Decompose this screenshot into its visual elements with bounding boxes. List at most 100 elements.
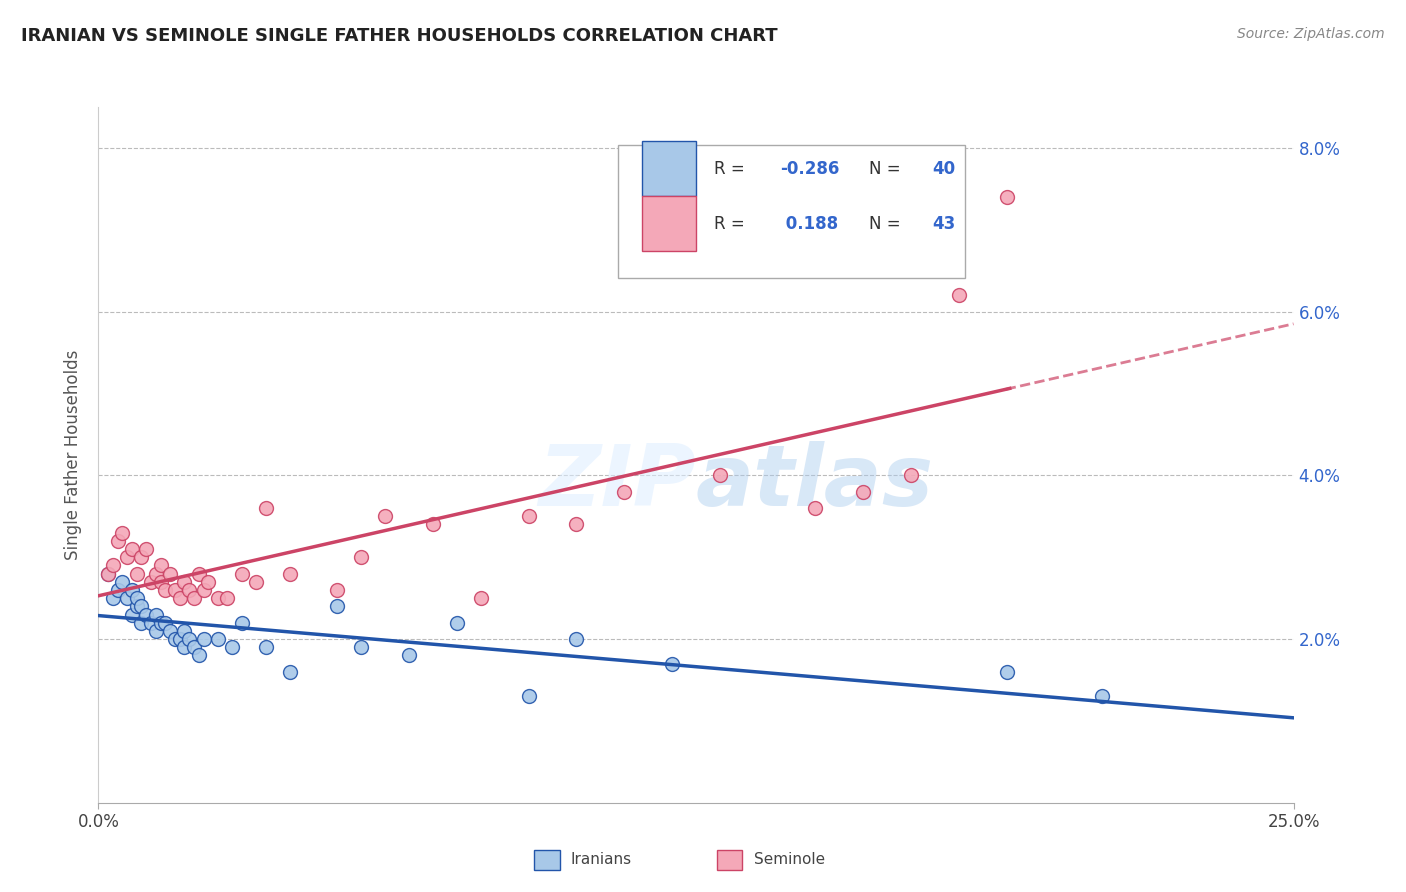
Text: 0.188: 0.188: [780, 215, 838, 233]
FancyBboxPatch shape: [643, 196, 696, 252]
Text: 43: 43: [932, 215, 956, 233]
Point: [121, 582, 143, 597]
Point: [231, 566, 253, 581]
Point: [179, 632, 201, 646]
Point: [207, 632, 229, 646]
Point: [197, 574, 219, 589]
Point: [135, 607, 157, 622]
Text: R =: R =: [714, 215, 749, 233]
Point: [183, 591, 205, 606]
Point: [900, 468, 922, 483]
Text: N =: N =: [869, 215, 905, 233]
Point: [149, 615, 172, 630]
Point: [169, 632, 191, 646]
Point: [145, 566, 167, 581]
FancyBboxPatch shape: [643, 141, 696, 196]
Point: [107, 582, 129, 597]
Point: [131, 550, 153, 565]
Point: [121, 542, 143, 557]
Point: [111, 525, 134, 540]
Point: [613, 484, 636, 499]
Point: [207, 591, 229, 606]
Text: atlas: atlas: [696, 442, 934, 524]
Point: [159, 566, 181, 581]
Point: [121, 607, 143, 622]
Point: [145, 607, 167, 622]
Point: [139, 574, 162, 589]
Point: [115, 591, 138, 606]
Point: [995, 665, 1018, 679]
Point: [193, 632, 215, 646]
Point: [254, 640, 277, 655]
Point: [173, 640, 195, 655]
Point: [149, 574, 172, 589]
Point: [350, 640, 373, 655]
Point: [97, 566, 120, 581]
Point: [125, 566, 148, 581]
Point: [125, 599, 148, 614]
Point: [155, 615, 177, 630]
Point: [217, 591, 239, 606]
Text: Seminole: Seminole: [754, 853, 825, 867]
Point: [173, 574, 195, 589]
Point: [221, 640, 243, 655]
Point: [131, 615, 153, 630]
Point: [245, 574, 267, 589]
FancyBboxPatch shape: [619, 145, 965, 277]
Point: [278, 566, 301, 581]
Point: [187, 566, 209, 581]
Point: [948, 288, 970, 302]
Text: Source: ZipAtlas.com: Source: ZipAtlas.com: [1237, 27, 1385, 41]
Point: [125, 591, 148, 606]
Point: [254, 501, 277, 516]
Text: R =: R =: [714, 160, 749, 178]
Point: [326, 599, 349, 614]
Point: [422, 517, 444, 532]
Point: [709, 468, 731, 483]
Point: [97, 566, 120, 581]
Point: [135, 542, 157, 557]
Text: -0.286: -0.286: [780, 160, 839, 178]
Point: [187, 648, 209, 663]
Point: [111, 574, 134, 589]
Point: [995, 190, 1018, 204]
Point: [155, 582, 177, 597]
Text: ZIP: ZIP: [538, 442, 696, 524]
Point: [193, 582, 215, 597]
Point: [804, 501, 827, 516]
Point: [350, 550, 373, 565]
Point: [149, 558, 172, 573]
Point: [470, 591, 492, 606]
Point: [101, 591, 124, 606]
Point: [159, 624, 181, 638]
Point: [565, 632, 588, 646]
Point: [1091, 690, 1114, 704]
Point: [115, 550, 138, 565]
Point: [374, 509, 396, 524]
Text: N =: N =: [869, 160, 905, 178]
Y-axis label: Single Father Households: Single Father Households: [65, 350, 83, 560]
Point: [183, 640, 205, 655]
Point: [517, 509, 540, 524]
Point: [107, 533, 129, 548]
Point: [101, 558, 124, 573]
Point: [446, 615, 468, 630]
Point: [169, 591, 191, 606]
Point: [398, 648, 420, 663]
Point: [163, 632, 186, 646]
Point: [145, 624, 167, 638]
Point: [517, 690, 540, 704]
Point: [278, 665, 301, 679]
Point: [163, 582, 186, 597]
Point: [326, 582, 349, 597]
Point: [131, 599, 153, 614]
Point: [565, 517, 588, 532]
Text: IRANIAN VS SEMINOLE SINGLE FATHER HOUSEHOLDS CORRELATION CHART: IRANIAN VS SEMINOLE SINGLE FATHER HOUSEH…: [21, 27, 778, 45]
Point: [173, 624, 195, 638]
Point: [852, 484, 875, 499]
Point: [179, 582, 201, 597]
Point: [139, 615, 162, 630]
Text: 40: 40: [932, 160, 956, 178]
Text: Iranians: Iranians: [571, 853, 631, 867]
Point: [661, 657, 683, 671]
